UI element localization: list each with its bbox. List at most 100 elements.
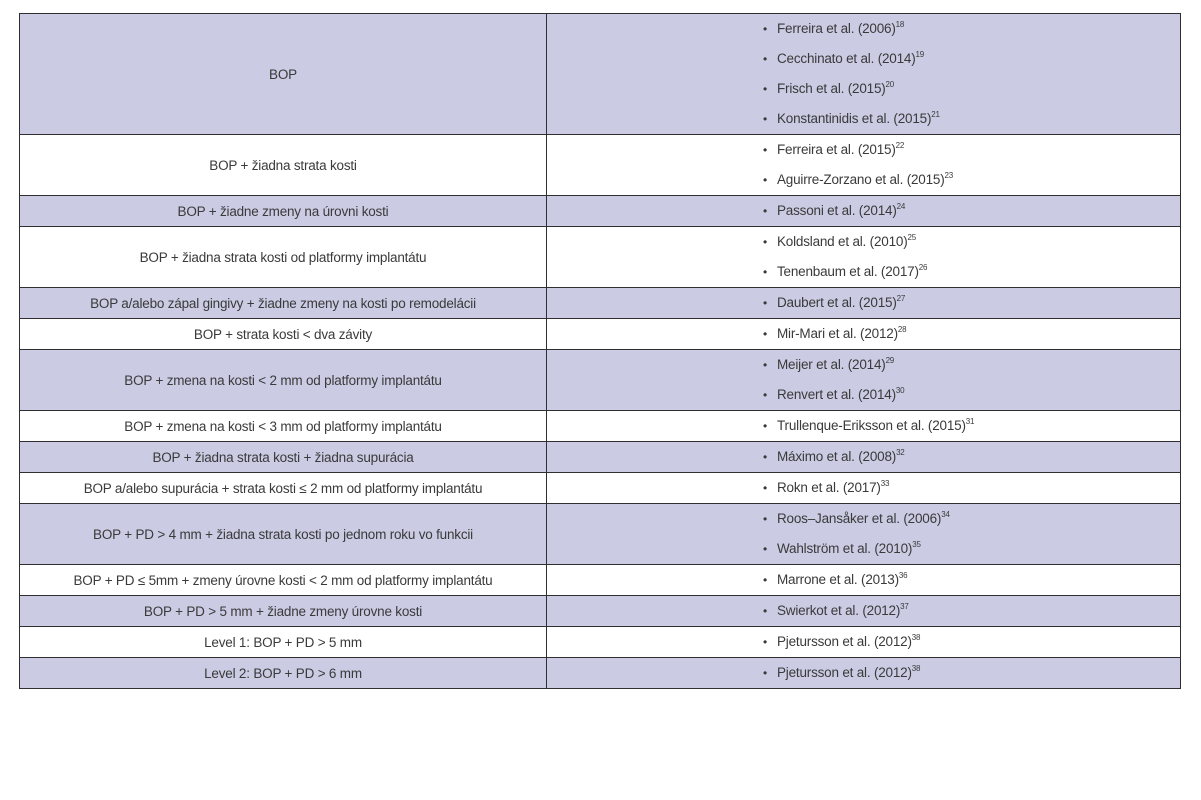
references-cell: Ferreira et al. (2006)18 Cecchinato et al… [546,13,1181,135]
reference-number: 19 [915,49,925,59]
references-cell: Roos–Jansåker et al. (2006)34 Wahlström e… [546,503,1181,565]
reference-text: Aguirre-Zorzano et al. (2015) [777,172,945,187]
reference-list: Máximo et al. (2008)32 [763,442,1180,472]
reference-list: Roos–Jansåker et al. (2006)34 Wahlström e… [763,504,1180,564]
reference-item: Pjetursson et al. (2012)38 [763,627,1180,657]
references-cell: Ferreira et al. (2015)22Aguirre-Zorzano … [546,134,1181,196]
reference-number: 24 [896,201,906,211]
references-cell: Pjetursson et al. (2012)38 [546,657,1181,689]
reference-number: 27 [896,293,906,303]
references-cell: Swierkot et al. (2012)37 [546,595,1181,627]
reference-text: Marrone et al. (2013) [777,572,899,587]
reference-item: Trullenque-Eriksson et al. (2015)31 [763,411,1180,441]
reference-text: Frisch et al. (2015) [777,81,886,96]
reference-list: Rokn et al. (2017)33 [763,473,1180,503]
reference-number: 28 [897,324,907,334]
criteria-cell: BOP + žiadna strata kosti + žiadna supur… [19,441,547,473]
table-row: BOP + žiadna strata kosti Ferreira et al.… [19,134,1181,196]
references-cell: Mir-Mari et al. (2012)28 [546,318,1181,350]
references-cell: Marrone et al. (2013)36 [546,564,1181,596]
reference-number: 18 [895,19,905,29]
reference-number: 29 [885,355,895,365]
references-cell: Daubert et al. (2015)27 [546,287,1181,319]
reference-item: Koldsland et al. (2010)25 [763,227,1180,257]
reference-text: Rokn et al. (2017) [777,480,881,495]
table-row: BOP + žiadne zmeny na úrovni kosti Passon… [19,195,1181,227]
reference-item: Meijer et al. (2014)29 [763,350,1180,380]
criteria-cell: BOP + strata kosti < dva závity [19,318,547,350]
references-cell: Meijer et al. (2014)29Renvert et al. (20… [546,349,1181,411]
reference-text: Roos–Jansåker et al. (2006) [777,511,942,526]
table-row: BOP a/alebo supurácia + strata kosti ≤ 2… [19,472,1181,504]
reference-item: Rokn et al. (2017)33 [763,473,1180,503]
reference-item: Marrone et al. (2013)36 [763,565,1180,595]
reference-number: 34 [941,509,950,519]
reference-item: Mir-Mari et al. (2012)28 [763,319,1180,349]
reference-text: Renvert et al. (2014) [777,387,896,402]
reference-item: Daubert et al. (2015)27 [763,288,1180,318]
reference-number: 30 [895,385,905,395]
criteria-cell: BOP + žiadne zmeny na úrovni kosti [19,195,547,227]
reference-text: Tenenbaum et al. (2017) [777,264,919,279]
reference-item: Roos–Jansåker et al. (2006)34 [763,504,1180,534]
criteria-table-container: BOPFerreira et al. (2006)18Cecchinato et… [19,13,1181,689]
references-cell: Passoni et al. (2014)24 [546,195,1181,227]
reference-item: Konstantinidis et al. (2015)21 [763,104,1180,134]
reference-text: Daubert et al. (2015) [777,295,897,310]
reference-number: 26 [918,262,928,272]
table-row: BOP + PD ≤ 5mm + zmeny úrovne kosti < 2 … [19,564,1181,596]
references-cell: Pjetursson et al. (2012)38 [546,626,1181,658]
reference-list: Pjetursson et al. (2012)38 [763,658,1180,688]
reference-item: Renvert et al. (2014)30 [763,380,1180,410]
criteria-cell: Level 2: BOP + PD > 6 mm [19,657,547,689]
reference-list: Ferreira et al. (2006)18 Cecchinato et al… [763,14,1180,134]
reference-text: Cecchinato et al. (2014) [777,51,916,66]
criteria-cell: BOP + žiadna strata kosti od platformy i… [19,226,547,288]
criteria-cell: BOP + PD > 4 mm + žiadna strata kosti po… [19,503,547,565]
reference-text: Koldsland et al. (2010) [777,234,908,249]
reference-item: Máximo et al. (2008)32 [763,442,1180,472]
reference-item: Passoni et al. (2014)24 [763,196,1180,226]
references-cell: Máximo et al. (2008)32 [546,441,1181,473]
criteria-cell: Level 1: BOP + PD > 5 mm [19,626,547,658]
reference-list: Marrone et al. (2013)36 [763,565,1180,595]
reference-number: 31 [965,416,975,426]
reference-number: 36 [898,570,908,580]
table-row: BOP + strata kosti < dva závity Mir-Mari … [19,318,1181,350]
table-body: BOPFerreira et al. (2006)18Cecchinato et… [19,13,1181,689]
reference-text: Pjetursson et al. (2012) [777,665,912,680]
reference-number: 38 [911,632,921,642]
reference-text: Swierkot et al. (2012) [777,603,901,618]
reference-item: Aguirre-Zorzano et al. (2015)23 [763,165,1180,195]
reference-text: Trullenque-Eriksson et al. (2015) [777,418,966,433]
table-row: BOP + žiadna strata kosti + žiadna supur… [19,441,1181,473]
reference-text: Pjetursson et al. (2012) [777,634,912,649]
reference-text: Ferreira et al. (2015) [777,142,896,157]
reference-text: Meijer et al. (2014) [777,357,886,372]
reference-list: Meijer et al. (2014)29Renvert et al. (20… [763,350,1180,410]
reference-number: 37 [900,601,909,611]
criteria-cell: BOP + žiadna strata kosti [19,134,547,196]
reference-number: 35 [912,539,921,549]
criteria-cell: BOP + PD > 5 mm + žiadne zmeny úrovne ko… [19,595,547,627]
table-row: BOP + PD > 5 mm + žiadne zmeny úrovne ko… [19,595,1181,627]
reference-list: Swierkot et al. (2012)37 [763,596,1180,626]
reference-item: Frisch et al. (2015)20 [763,74,1180,104]
reference-text: Wahlström et al. (2010) [777,541,913,556]
reference-number: 23 [944,170,954,180]
criteria-cell: BOP + zmena na kosti < 2 mm od platformy… [19,349,547,411]
reference-item: Ferreira et al. (2006)18 [763,14,1180,44]
reference-list: Pjetursson et al. (2012)38 [763,627,1180,657]
reference-number: 33 [880,478,890,488]
reference-number: 21 [931,109,940,119]
criteria-cell: BOP + zmena na kosti < 3 mm od platformy… [19,410,547,442]
table-row: BOP + zmena na kosti < 3 mm od platformy… [19,410,1181,442]
reference-text: Máximo et al. (2008) [777,449,897,464]
criteria-cell: BOP a/alebo zápal gingivy + žiadne zmeny… [19,287,547,319]
criteria-cell: BOP a/alebo supurácia + strata kosti ≤ 2… [19,472,547,504]
reference-item: Swierkot et al. (2012)37 [763,596,1180,626]
table-row: BOP + žiadna strata kosti od platformy i… [19,226,1181,288]
table-row: BOP + PD > 4 mm + žiadna strata kosti po… [19,503,1181,565]
reference-item: Tenenbaum et al. (2017)26 [763,257,1180,287]
references-cell: Koldsland et al. (2010)25Tenenbaum et al… [546,226,1181,288]
